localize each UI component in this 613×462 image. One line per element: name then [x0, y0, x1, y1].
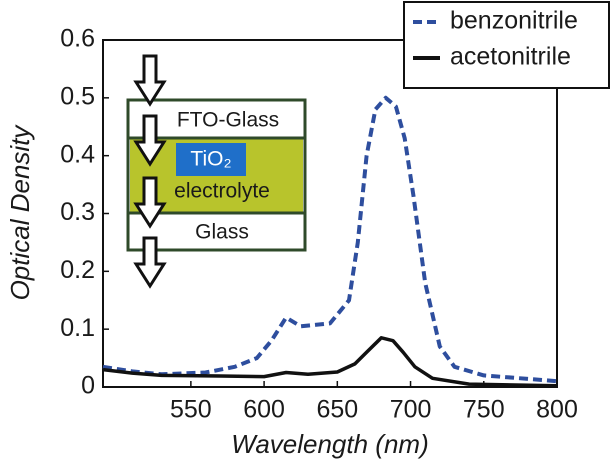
- x-axis-label: Wavelength (nm): [231, 429, 429, 459]
- y-tick-label: 0.6: [60, 25, 95, 53]
- inset-label: electrolyte: [174, 180, 270, 203]
- arrow: [136, 56, 164, 104]
- y-tick-label: 0.4: [60, 140, 95, 168]
- chart: FTO-Glass TiO₂ electrolyte Glass Optical…: [0, 0, 613, 462]
- x-tick-label: 550: [170, 396, 212, 424]
- inset-diagram: FTO-Glass TiO₂ electrolyte Glass: [128, 56, 305, 286]
- y-tick-label: 0: [81, 372, 95, 400]
- inset-label: TiO₂: [190, 148, 231, 171]
- x-tick-label: 750: [463, 396, 505, 424]
- y-tick-label: 0.1: [60, 314, 95, 342]
- legend-label: benzonitrile: [450, 7, 578, 35]
- y-tick-label: 0.2: [60, 256, 95, 284]
- x-tick-label: 700: [390, 396, 432, 424]
- legend-label: acetonitrile: [450, 43, 571, 71]
- x-tick-label: 650: [316, 396, 358, 424]
- y-tick-label: 0.3: [60, 198, 95, 226]
- x-tick-label: 800: [536, 396, 578, 424]
- series-line: [103, 338, 557, 386]
- y-tick-label: 0.5: [60, 82, 95, 110]
- inset-label: Glass: [195, 221, 249, 244]
- y-axis-label: Optical Density: [5, 124, 35, 301]
- inset-label: FTO-Glass: [177, 109, 279, 132]
- x-tick-label: 600: [243, 396, 285, 424]
